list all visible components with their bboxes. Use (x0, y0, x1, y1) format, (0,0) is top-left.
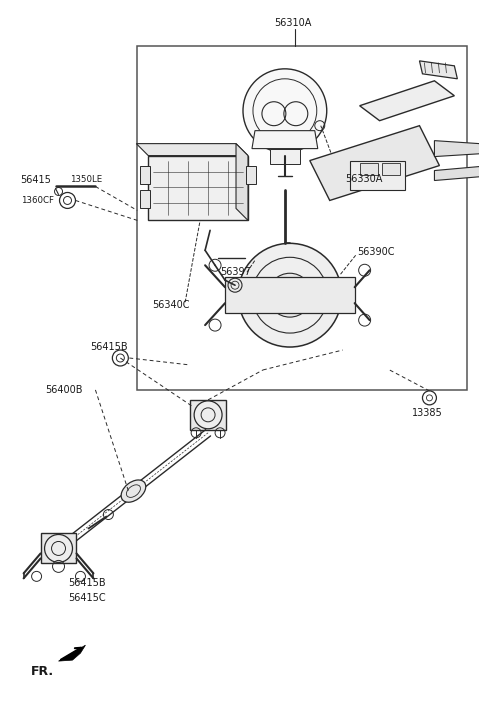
Polygon shape (310, 126, 439, 200)
Polygon shape (59, 645, 85, 661)
Text: 56415B: 56415B (90, 342, 128, 352)
Polygon shape (41, 533, 76, 563)
Circle shape (194, 401, 222, 429)
Text: 56340C: 56340C (152, 300, 190, 310)
Text: 56415: 56415 (21, 174, 51, 184)
Bar (246, 166, 256, 184)
Text: 56397: 56397 (220, 267, 251, 277)
Bar (270, 149, 300, 164)
Bar (350, 161, 405, 190)
Bar (140, 166, 150, 184)
Polygon shape (420, 61, 457, 79)
Polygon shape (190, 400, 226, 430)
Polygon shape (236, 144, 248, 220)
Text: 56415C: 56415C (69, 593, 106, 603)
Text: 56390C: 56390C (358, 247, 395, 257)
Text: 13385: 13385 (411, 408, 442, 418)
Text: 1360CF: 1360CF (21, 196, 54, 205)
Bar (137, 46, 468, 390)
Polygon shape (434, 141, 480, 157)
Ellipse shape (121, 480, 146, 502)
Circle shape (45, 535, 72, 563)
Text: 56415B: 56415B (69, 578, 106, 588)
Polygon shape (252, 131, 318, 149)
Bar (225, 277, 355, 313)
Text: 56330A: 56330A (345, 174, 382, 184)
Bar (360, 162, 378, 174)
Polygon shape (360, 81, 455, 121)
Polygon shape (136, 144, 248, 156)
Text: FR.: FR. (31, 664, 54, 678)
Circle shape (238, 243, 342, 347)
Bar (140, 190, 150, 209)
Text: 56400B: 56400B (46, 385, 83, 395)
Bar (382, 162, 399, 174)
Text: 56310A: 56310A (274, 18, 311, 28)
Polygon shape (434, 167, 480, 180)
Bar (148, 156, 248, 220)
Text: 1350LE: 1350LE (71, 175, 103, 184)
Circle shape (243, 69, 327, 152)
Circle shape (268, 273, 312, 317)
